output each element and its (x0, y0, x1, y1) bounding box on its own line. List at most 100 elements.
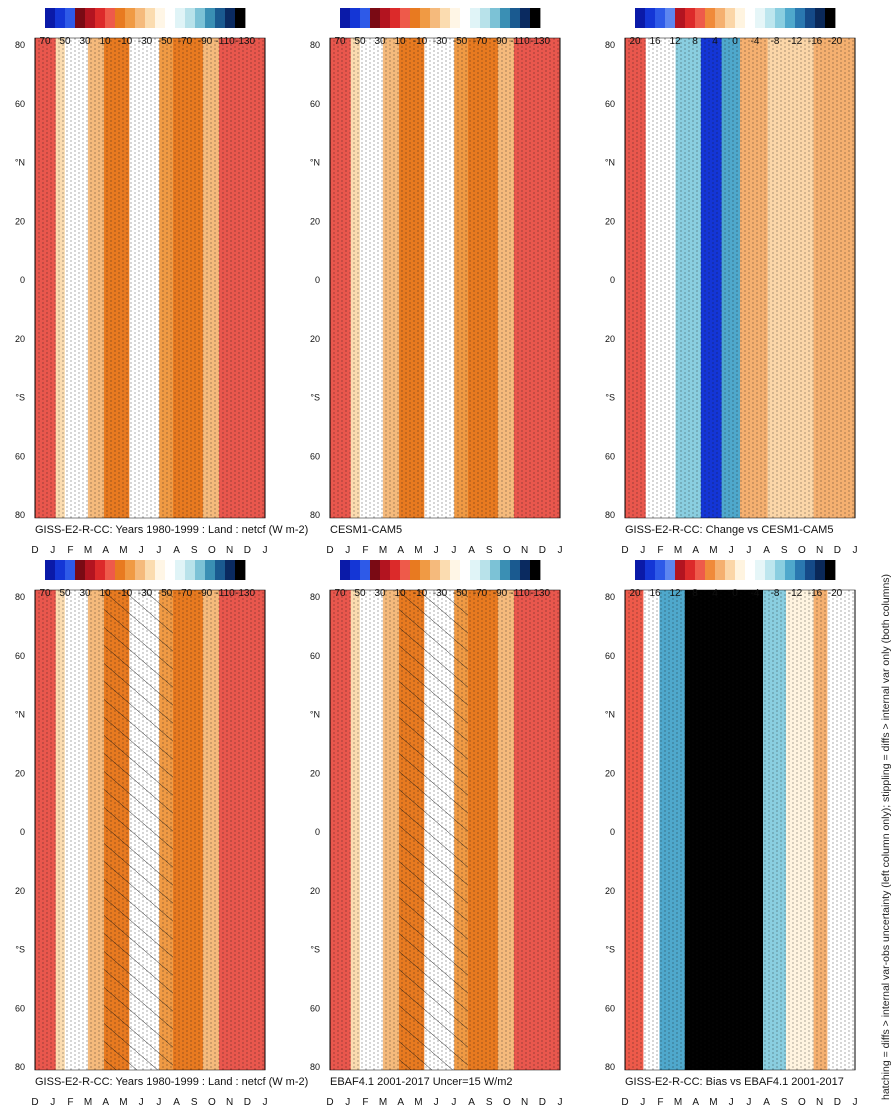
x-tick-label: S (191, 1097, 198, 1105)
colorbar-swatch (65, 8, 76, 28)
colorbar-swatch (410, 560, 421, 580)
y-tick-label: 0 (315, 275, 320, 285)
y-tick-label: 80 (605, 1062, 615, 1072)
x-tick-label: J (50, 1097, 55, 1105)
colorbar-swatch (420, 560, 431, 580)
x-tick-label: N (521, 545, 528, 556)
x-tick-label: M (414, 1097, 422, 1105)
colorbar-swatch (665, 560, 676, 580)
x-tick-label: J (451, 1097, 456, 1105)
x-tick-label: D (244, 545, 251, 556)
hatch-overlay (399, 590, 468, 1070)
colorbar-swatch (195, 8, 206, 28)
panel-title: CESM1-CAM5 (330, 524, 402, 536)
panel-cell-c (624, 560, 856, 1071)
colorbar-label: -50 (453, 36, 468, 47)
panel-title: GISS-E2-R-CC: Years 1980-1999 : Land : n… (35, 524, 308, 536)
colorbar-label: -20 (828, 588, 843, 599)
x-tick-label: D (621, 545, 628, 556)
y-tick-label: °S (15, 393, 25, 403)
colorbar-swatch (380, 8, 391, 28)
colorbar-label: 70 (334, 588, 346, 599)
x-tick-label: J (558, 545, 563, 556)
x-tick-label: D (539, 1097, 546, 1105)
colorbar-swatch (185, 560, 196, 580)
colorbar-label: -130 (235, 588, 255, 599)
colorbar-label: -30 (138, 36, 153, 47)
colorbar-swatch (490, 8, 501, 28)
colorbar-swatch (715, 8, 726, 28)
y-tick-label: 20 (605, 334, 615, 344)
colorbar-label: -130 (235, 36, 255, 47)
y-tick-label: 20 (15, 768, 25, 778)
x-tick-label: A (173, 545, 180, 556)
colorbar-label: -130 (530, 36, 550, 47)
panel-labels-d: 70 50 30 10 -10 -30 -50 -70 -90 -110 -130 GISS-E2-R… (15, 36, 308, 556)
y-tick-label: °S (605, 393, 615, 403)
colorbar-label: 50 (354, 36, 366, 47)
colorbar-swatch (530, 8, 541, 28)
x-tick-label: F (67, 545, 73, 556)
x-tick-label: J (746, 545, 751, 556)
colorbar-swatch (430, 8, 441, 28)
colorbar-swatch (65, 560, 76, 580)
stipple-overlay (35, 38, 265, 518)
panel-labels-e: 70 50 30 10 -10 -30 -50 -70 -90 -110 -130 CESM1-CAM… (310, 36, 563, 556)
y-tick-label: 20 (310, 768, 320, 778)
colorbar-swatch (705, 560, 716, 580)
colorbar-swatch (450, 560, 461, 580)
colorbar-swatch (805, 8, 816, 28)
y-tick-label: 80 (15, 510, 25, 520)
colorbar-swatch (390, 560, 401, 580)
x-tick-label: M (119, 545, 127, 556)
colorbar-label: 16 (649, 36, 661, 47)
y-tick-label: 80 (310, 40, 320, 50)
colorbar-swatch (480, 560, 491, 580)
colorbar-swatch (195, 560, 206, 580)
colorbar-swatch (155, 8, 166, 28)
y-tick-label: 20 (310, 886, 320, 896)
colorbar-swatch (755, 560, 766, 580)
y-tick-label: 60 (605, 451, 615, 461)
x-tick-label: S (486, 545, 493, 556)
x-tick-label: A (173, 1097, 180, 1105)
colorbar-swatch (360, 8, 371, 28)
colorbar-swatch (665, 8, 676, 28)
y-tick-label: 80 (310, 1062, 320, 1072)
colorbar-label: -70 (473, 36, 488, 47)
colorbar-swatch (695, 8, 706, 28)
colorbar-label: -110 (510, 36, 530, 47)
x-tick-label: J (139, 545, 144, 556)
x-tick-label: M (709, 545, 717, 556)
colorbar-swatch (735, 560, 746, 580)
colorbar-label: 70 (334, 36, 346, 47)
colorbar-label: -70 (178, 36, 193, 47)
y-tick-label: °S (310, 945, 320, 955)
colorbar-label: 4 (712, 36, 718, 47)
plot-frame (624, 37, 856, 519)
x-tick-label: J (558, 1097, 563, 1105)
colorbar-label: 8 (692, 36, 698, 47)
colorbar-swatch (675, 560, 686, 580)
x-tick-label: M (674, 1097, 682, 1105)
y-tick-label: °S (310, 393, 320, 403)
x-tick-label: D (834, 545, 841, 556)
x-tick-label: N (816, 545, 823, 556)
colorbar-swatch (235, 8, 246, 28)
x-tick-label: M (379, 1097, 387, 1105)
colorbar-label: 20 (629, 588, 641, 599)
y-tick-label: °N (605, 710, 615, 720)
colorbar-label: 50 (354, 588, 366, 599)
colorbar-swatch (530, 560, 541, 580)
colorbar-label: 0 (732, 36, 738, 47)
x-tick-label: M (674, 545, 682, 556)
colorbar-swatch (460, 8, 471, 28)
colorbar-label: -12 (788, 588, 803, 599)
colorbar-swatch (105, 560, 116, 580)
panel-cell-b (329, 560, 561, 1071)
x-tick-label: M (709, 1097, 717, 1105)
x-tick-label: D (31, 545, 38, 556)
colorbar-swatch (340, 8, 351, 28)
colorbar-swatch (380, 560, 391, 580)
